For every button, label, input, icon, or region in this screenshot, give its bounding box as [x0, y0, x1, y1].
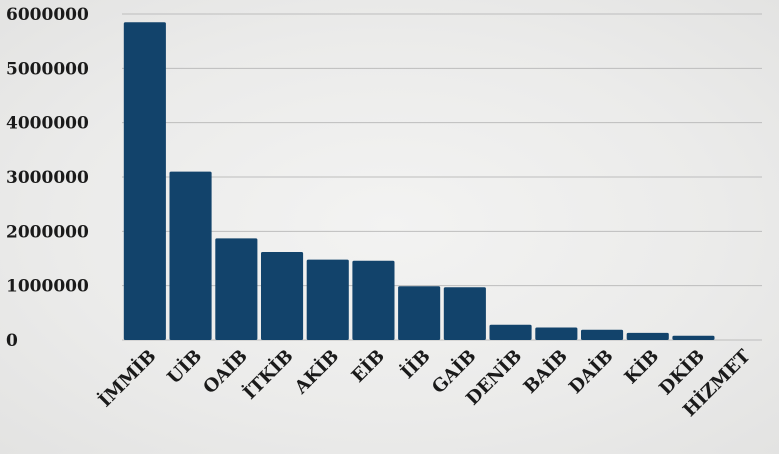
y-axis-ticks: 0 1000000 2000000 3000000 4000000 5000000 6000…: [6, 5, 89, 351]
x-tick-label: İMMİB: [93, 344, 160, 411]
bar: [626, 332, 669, 340]
y-tick-label: 0: [6, 331, 18, 351]
x-tick-label: DAİB: [564, 344, 618, 398]
bar: [306, 259, 349, 340]
bar: [261, 252, 304, 340]
x-tick-label: KİB: [619, 344, 663, 388]
x-tick-label: BAİB: [518, 344, 572, 398]
x-tick-label: UİB: [162, 344, 206, 388]
bar: [489, 324, 532, 340]
y-tick-label: 3000000: [6, 168, 89, 188]
x-tick-label: İTKİB: [238, 344, 297, 403]
bar: [581, 329, 624, 340]
y-tick-label: 2000000: [6, 222, 89, 242]
y-tick-label: 1000000: [6, 277, 89, 297]
y-tick-label: 6000000: [6, 5, 89, 25]
y-tick-label: 5000000: [6, 59, 89, 79]
bar: [215, 238, 258, 340]
bar: [123, 22, 166, 340]
bar: [169, 171, 212, 340]
x-tick-label: İİB: [396, 344, 435, 383]
bar: [398, 286, 441, 340]
x-tick-label: EİB: [346, 344, 389, 387]
x-tick-label: AKİB: [289, 344, 344, 399]
bar: [443, 287, 486, 340]
y-tick-label: 4000000: [6, 114, 89, 134]
bar: [535, 327, 578, 340]
bars: [123, 22, 715, 340]
bar: [352, 260, 395, 340]
bar: [672, 335, 715, 340]
